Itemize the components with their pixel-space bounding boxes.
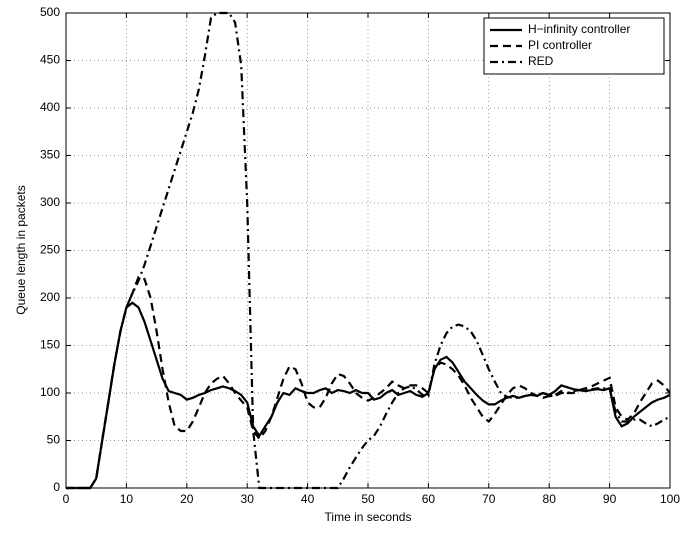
x-tick-label: 20 xyxy=(180,492,194,506)
y-tick-label: 200 xyxy=(40,290,60,304)
x-tick-label: 70 xyxy=(482,492,496,506)
y-tick-label: 300 xyxy=(40,195,60,209)
x-tick-label: 30 xyxy=(241,492,255,506)
x-tick-label: 100 xyxy=(660,492,680,506)
y-axis-label: Queue length in packets xyxy=(14,185,28,314)
x-tick-label: 0 xyxy=(63,492,70,506)
y-tick-label: 100 xyxy=(40,385,60,399)
x-tick-label: 40 xyxy=(301,492,315,506)
legend-box xyxy=(483,17,665,75)
series-line xyxy=(66,11,671,490)
x-tick-label: 80 xyxy=(543,492,557,506)
series-line xyxy=(66,275,671,490)
x-axis-label: Time in seconds xyxy=(325,510,412,524)
legend-label: RED xyxy=(528,54,554,68)
legend-label: H−infinity controller xyxy=(528,22,630,36)
y-tick-label: 500 xyxy=(40,5,60,19)
y-tick-label: 0 xyxy=(53,480,60,494)
y-tick-label: 450 xyxy=(40,53,60,67)
y-tick-label: 250 xyxy=(40,243,60,257)
y-tick-label: 350 xyxy=(40,148,60,162)
y-tick-label: 50 xyxy=(47,433,61,447)
x-tick-label: 90 xyxy=(603,492,617,506)
plot-frame xyxy=(65,12,671,489)
y-tick-label: 400 xyxy=(40,100,60,114)
x-tick-label: 50 xyxy=(361,492,375,506)
y-tick-label: 150 xyxy=(40,338,60,352)
legend-label: PI controller xyxy=(528,38,592,52)
x-tick-label: 60 xyxy=(422,492,436,506)
x-tick-label: 10 xyxy=(120,492,134,506)
